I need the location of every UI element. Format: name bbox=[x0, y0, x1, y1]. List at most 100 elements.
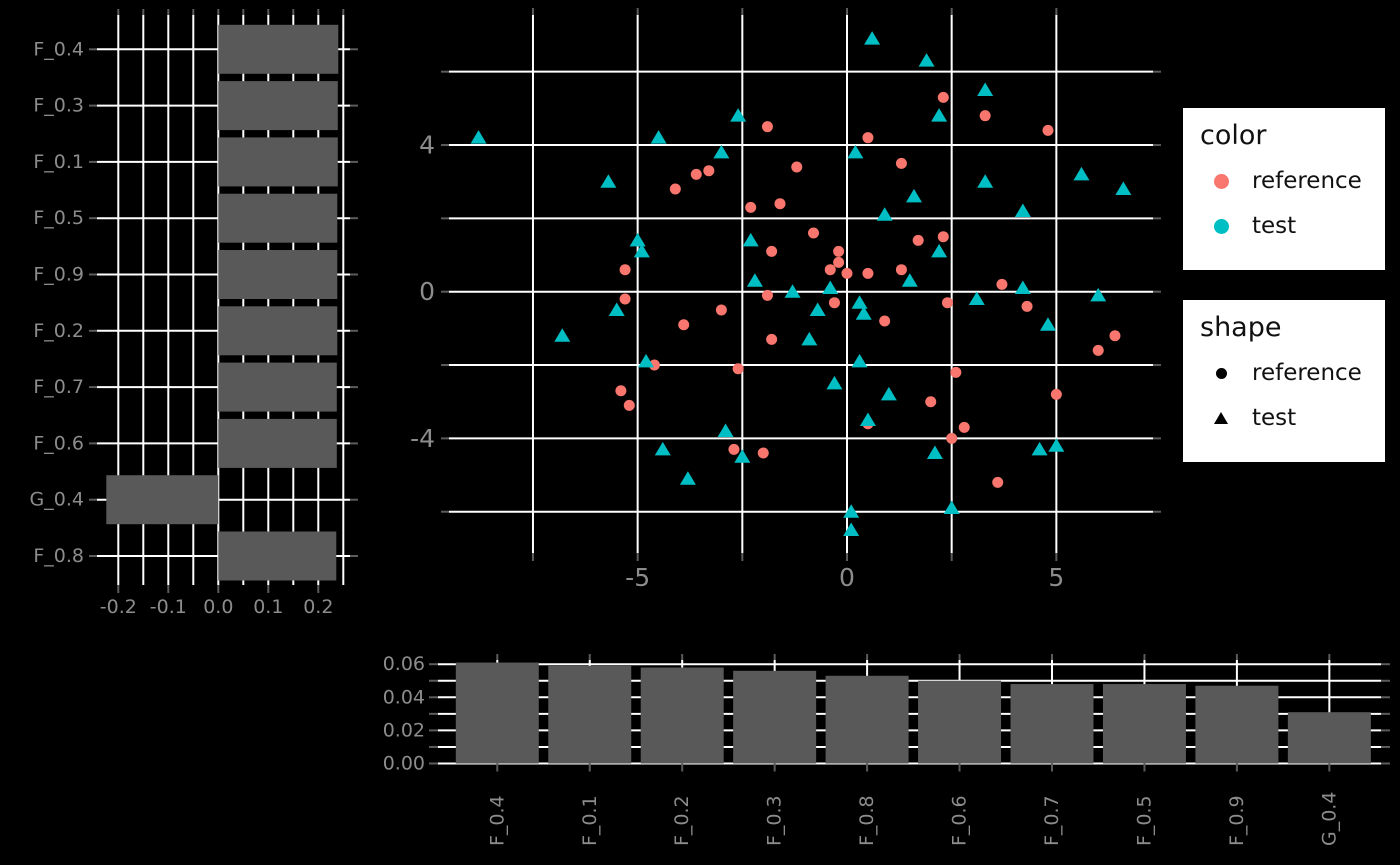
legend-item-color-reference: reference bbox=[1183, 159, 1385, 204]
axis-label-category: F_0.5 bbox=[1133, 795, 1155, 846]
legend-item-label: test bbox=[1252, 405, 1297, 432]
axis-label-category: F_0.3 bbox=[33, 95, 84, 117]
bar bbox=[1195, 685, 1279, 764]
axis-label-category: F_0.2 bbox=[33, 320, 84, 342]
reference-color-swatch-icon bbox=[1214, 173, 1229, 189]
axis-label-value: 0.0 bbox=[203, 596, 233, 618]
bar bbox=[106, 475, 219, 525]
bar bbox=[218, 250, 338, 299]
axis-label-x: 0 bbox=[839, 563, 855, 592]
test-color-swatch-icon bbox=[1214, 218, 1229, 234]
scatter-point-reference bbox=[862, 132, 874, 144]
scatter-point-reference bbox=[728, 443, 740, 455]
scatter-point-test bbox=[943, 500, 960, 515]
scatter-point-reference bbox=[941, 297, 953, 309]
legend-item-label: reference bbox=[1252, 168, 1362, 195]
scatter-point-test bbox=[730, 108, 747, 122]
bar bbox=[825, 675, 909, 764]
scatter-point-test bbox=[977, 174, 994, 188]
scatter-point-test bbox=[717, 423, 734, 438]
axis-label-y: -4 bbox=[410, 424, 435, 453]
axis-label-category: F_0.9 bbox=[1226, 795, 1248, 846]
scatter-point-reference bbox=[703, 165, 715, 177]
axis-label-category: G_0.4 bbox=[1318, 792, 1340, 846]
bar bbox=[218, 362, 337, 412]
scatter-point-test bbox=[876, 207, 893, 221]
loadings-left-chart: F_0.4 F_0.3 F_0.1 F_0.5 F_0.9 F_0.2 F_0.7 F_0.6… bbox=[30, 9, 358, 618]
scatter-point-test bbox=[1090, 287, 1107, 302]
bar bbox=[918, 680, 1002, 764]
bar bbox=[218, 306, 338, 356]
scatter-point-test bbox=[880, 386, 897, 401]
scores-scatter-chart: -4 0 4 -5 0 5 bbox=[410, 8, 1161, 592]
scatter-point-test bbox=[784, 284, 801, 298]
scatter-point-reference bbox=[648, 359, 660, 371]
axis-label-x: -5 bbox=[625, 563, 650, 592]
axis-label-value: 0.1 bbox=[253, 596, 283, 618]
scatter-point-reference bbox=[669, 183, 681, 195]
scatter-point-reference bbox=[912, 234, 924, 246]
scatter-point-test bbox=[1048, 438, 1065, 452]
scatter-point-reference bbox=[732, 363, 744, 375]
scatter-point-test bbox=[1073, 166, 1090, 181]
scatter-point-reference bbox=[690, 168, 702, 180]
scatter-point-test bbox=[608, 302, 625, 317]
legend-item-color-test: test bbox=[1183, 204, 1385, 249]
scatter-point-reference bbox=[791, 161, 803, 173]
scatter-point-test bbox=[822, 280, 839, 295]
shape-legend-title: shape bbox=[1200, 312, 1282, 343]
scatter-point-test bbox=[843, 522, 860, 537]
scatter-point-reference bbox=[1050, 388, 1062, 400]
scatter-point-test bbox=[654, 441, 671, 456]
axis-label-category: G_0.4 bbox=[30, 489, 84, 511]
scatter-point-reference bbox=[715, 304, 727, 316]
scatter-point-reference bbox=[925, 396, 937, 408]
scatter-point-test bbox=[1014, 280, 1031, 295]
scatter-point-reference bbox=[841, 267, 853, 279]
scatter-point-reference bbox=[619, 264, 631, 276]
loadings-bottom-chart: 0.00 0.02 0.04 0.06 F_0.4 F_0.1 F_0.2 F_0.3 F_0.… bbox=[383, 653, 1390, 846]
axis-label-value: 0.04 bbox=[383, 686, 425, 708]
scatter-point-reference bbox=[946, 432, 958, 444]
bar bbox=[218, 193, 338, 243]
bar bbox=[1102, 684, 1186, 764]
scatter-point-test bbox=[633, 243, 650, 258]
scatter-point-test bbox=[1039, 317, 1056, 331]
scatter-point-reference bbox=[937, 231, 949, 243]
scatter-point-test bbox=[926, 445, 943, 460]
scatter-point-reference bbox=[895, 264, 907, 276]
axis-label-category: F_0.7 bbox=[33, 376, 84, 398]
bar bbox=[640, 667, 724, 764]
scatter-point-test bbox=[859, 412, 876, 427]
scatter-point-test bbox=[851, 295, 868, 309]
axis-label-category: F_0.4 bbox=[486, 795, 508, 846]
axis-label-value: -0.1 bbox=[150, 596, 187, 618]
scatter-point-reference bbox=[833, 245, 845, 257]
bar bbox=[548, 665, 632, 764]
scatter-point-test bbox=[931, 243, 948, 258]
scatter-point-test bbox=[905, 188, 922, 203]
scatter-point-reference bbox=[766, 333, 778, 345]
scatter-point-reference bbox=[828, 297, 840, 309]
bar bbox=[218, 531, 337, 581]
scatter-point-reference bbox=[808, 227, 820, 239]
shape-legend: shape reference test bbox=[1183, 300, 1385, 462]
scatter-point-test bbox=[554, 328, 571, 342]
scatter-point-reference bbox=[895, 157, 907, 169]
scatter-point-reference bbox=[1042, 124, 1054, 136]
bar bbox=[455, 662, 539, 764]
scatter-point-reference bbox=[615, 385, 627, 397]
axis-label-category: F_0.2 bbox=[671, 795, 693, 846]
axis-label-category: F_0.1 bbox=[579, 795, 601, 846]
scatter-point-test bbox=[809, 302, 826, 317]
axis-label-category: F_0.8 bbox=[856, 795, 878, 846]
scatter-point-reference bbox=[937, 91, 949, 103]
scatter-point-reference bbox=[745, 201, 757, 213]
scatter-point-reference bbox=[992, 476, 1004, 488]
scatter-point-reference bbox=[862, 267, 874, 279]
scatter-point-test bbox=[843, 504, 860, 518]
scatter-point-test bbox=[713, 144, 730, 159]
axis-label-value: 0.06 bbox=[383, 653, 425, 675]
